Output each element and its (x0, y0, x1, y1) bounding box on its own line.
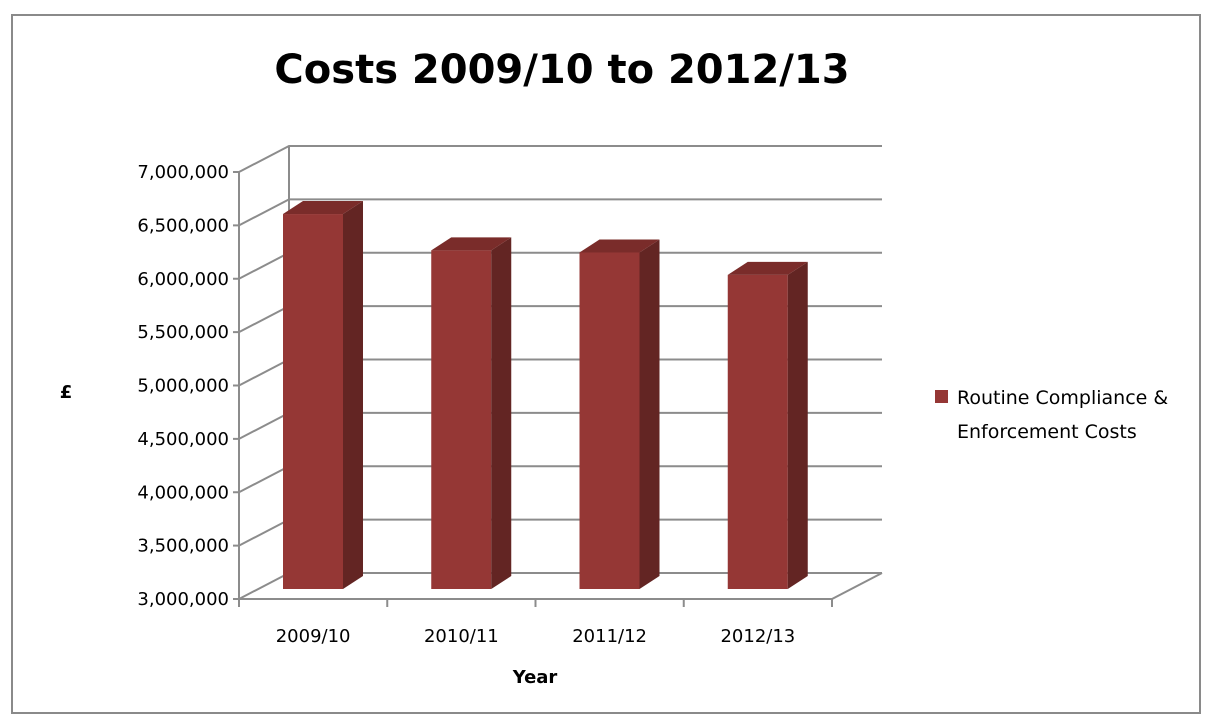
bar-top (431, 237, 512, 251)
bar-side (787, 261, 808, 589)
x-axis: 2009/10 2010/11 2011/12 2012/13 (238, 599, 833, 647)
x-tick-label: 2012/13 (720, 626, 795, 647)
y-tick-label: 4,500,000 (137, 429, 229, 450)
bar (283, 201, 363, 589)
y-tick-label: 3,500,000 (137, 536, 229, 557)
y-tick-label: 7,000,000 (137, 162, 229, 183)
y-axis-title: £ (60, 382, 73, 403)
x-axis-title: Year (512, 667, 558, 688)
bar (727, 261, 808, 589)
legend: Routine Compliance & Enforcement Costs (935, 387, 1168, 443)
bar (579, 239, 660, 589)
bar-front (283, 214, 343, 589)
y-tick-label: 6,000,000 (137, 269, 229, 290)
x-tick-label: 2009/10 (276, 626, 351, 647)
y-tick-label: 4,000,000 (137, 482, 229, 503)
x-tick-label: 2010/11 (424, 626, 499, 647)
legend-label-line-1: Routine Compliance & (957, 387, 1168, 409)
bar-side (639, 239, 660, 589)
bar-top (283, 201, 363, 215)
chart-title: Costs 2009/10 to 2012/13 (274, 47, 849, 93)
y-tick-label: 6,500,000 (137, 215, 229, 236)
y-tick-label: 5,500,000 (137, 322, 229, 343)
legend-swatch (935, 390, 948, 403)
gridline (238, 145, 882, 173)
x-tick-label: 2011/12 (572, 626, 647, 647)
y-axis-tick-labels: 3,000,000 3,500,000 4,000,000 4,500,000 5,00… (137, 162, 240, 610)
legend-label-line-2: Enforcement Costs (957, 421, 1137, 443)
bar-front (579, 252, 640, 589)
bar-top (727, 261, 808, 275)
bar-side (343, 201, 363, 589)
bar-top (579, 239, 660, 253)
bars (283, 201, 808, 589)
bar (431, 237, 512, 589)
y-tick-label: 5,000,000 (137, 376, 229, 397)
y-tick-label: 3,000,000 (137, 589, 229, 610)
bar-front (431, 250, 492, 589)
bar-side (491, 237, 512, 589)
bar-front (727, 274, 788, 589)
